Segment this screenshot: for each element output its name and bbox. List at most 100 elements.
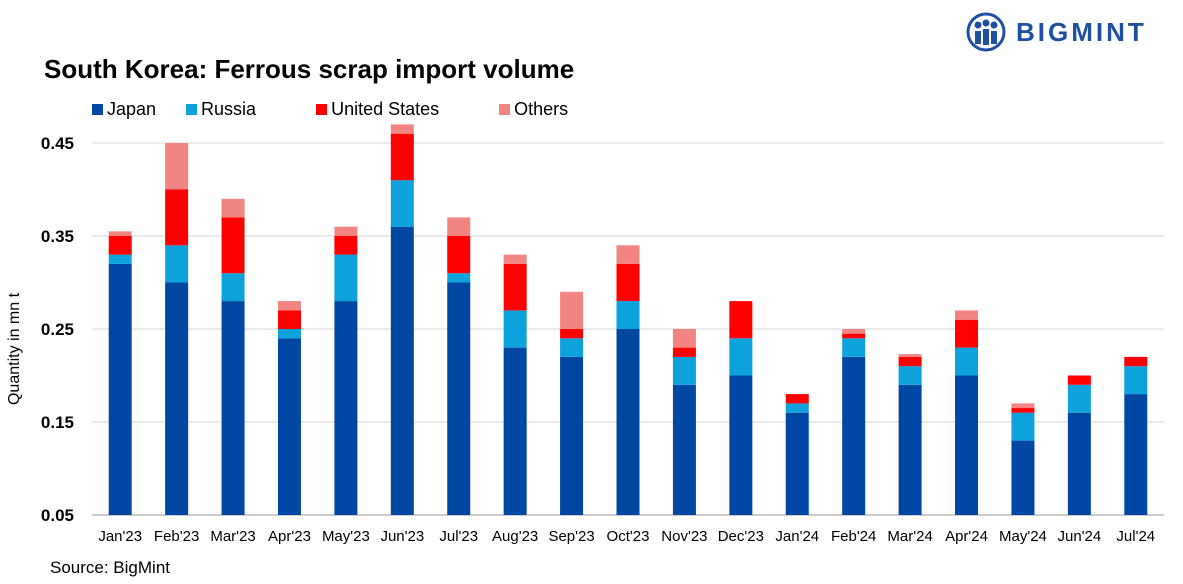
bar-segment-russia	[955, 347, 979, 376]
legend-item-others: Others	[499, 99, 568, 120]
legend-item-russia: Russia	[186, 99, 256, 120]
bar-segment-united-states	[108, 236, 132, 255]
bar-segment-russia	[616, 301, 640, 329]
x-tick-label: Oct'23	[607, 528, 650, 545]
bar-segment-united-states	[165, 189, 189, 246]
bar-segment-united-states	[955, 319, 979, 348]
bar-segment-united-states	[1011, 408, 1035, 413]
x-tick-label: Jan'23	[98, 528, 142, 545]
bar-segment-united-states	[277, 310, 301, 329]
bar-segment-russia	[672, 356, 696, 385]
bar-segment-united-states	[390, 133, 414, 181]
x-tick-label: Jan'24	[775, 528, 819, 545]
brand-name: BIGMINT	[1016, 16, 1147, 47]
bar-segment-united-states	[560, 329, 584, 339]
bar-segment-russia	[334, 254, 358, 302]
bar-segment-japan	[616, 329, 640, 515]
source-note: Source: BigMint	[50, 558, 170, 577]
bar-segment-japan	[334, 301, 358, 515]
chart-title: South Korea: Ferrous scrap import volume	[44, 54, 575, 84]
bar-segment-united-states	[672, 347, 696, 357]
y-tick-label: 0.35	[41, 227, 74, 246]
bar-segment-united-states	[447, 236, 471, 274]
y-tick-label: 0.25	[41, 320, 74, 339]
bar-segment-japan	[955, 375, 979, 515]
bigmint-people-icon	[966, 12, 1006, 52]
bar-segment-japan	[165, 282, 189, 515]
bar-segment-japan	[503, 347, 527, 515]
bar-segment-japan	[1124, 394, 1148, 515]
bar-segment-russia	[165, 245, 189, 283]
bar-segment-others	[277, 301, 301, 311]
bar-segment-russia	[108, 254, 132, 264]
bar-segment-others	[503, 254, 527, 264]
bar-segment-russia	[503, 310, 527, 348]
x-tick-label: Feb'24	[831, 528, 876, 545]
bar-segment-united-states	[1124, 356, 1148, 367]
legend-label: United States	[331, 98, 440, 119]
bar-segment-russia	[221, 273, 245, 302]
legend-swatch	[186, 103, 198, 115]
legend-item-japan: Japan	[92, 99, 156, 120]
bar-segment-others	[165, 143, 189, 190]
bar-segment-russia	[842, 338, 866, 357]
bar-segment-japan	[785, 412, 809, 515]
y-axis-title: Quantity in mn t	[6, 292, 23, 405]
x-tick-label: Mar'24	[887, 528, 932, 545]
legend-swatch	[316, 103, 328, 115]
bar-segment-united-states	[503, 263, 527, 311]
legend-label: Others	[514, 98, 569, 119]
bar-segment-others	[334, 226, 358, 236]
bar-segment-united-states	[1067, 375, 1091, 385]
bar-segment-united-states	[616, 263, 640, 302]
bar-segment-others	[1011, 403, 1035, 409]
x-tick-label: Feb'23	[154, 528, 199, 545]
bar-segment-others	[560, 291, 584, 329]
x-tick-label: Apr'24	[945, 528, 988, 545]
bar-segment-japan	[1011, 440, 1035, 515]
legend-label: Japan	[107, 98, 157, 119]
bar-segment-others	[672, 329, 696, 348]
bar-segment-russia	[1124, 366, 1148, 395]
x-tick-label: Sep'23	[548, 528, 594, 545]
y-tick-label: 0.15	[41, 413, 74, 432]
x-tick-label: Jun'24	[1058, 528, 1102, 545]
bar-segment-others	[390, 124, 414, 134]
chart-legend: Japan Russia United States Others	[92, 98, 568, 120]
bar-segment-japan	[447, 282, 471, 515]
x-tick-label: Mar'23	[210, 528, 255, 545]
x-tick-label: Apr'23	[268, 528, 311, 545]
bar-segment-others	[898, 354, 922, 357]
bar-segment-russia	[1067, 384, 1091, 413]
bar-segment-united-states	[334, 236, 358, 255]
x-tick-label: Dec'23	[718, 528, 764, 545]
bar-segment-russia	[729, 338, 753, 376]
bar-segment-japan	[108, 263, 132, 515]
legend-item-united-states: United States	[316, 99, 439, 120]
x-tick-label: May'23	[322, 528, 370, 545]
bar-segment-others	[108, 231, 132, 236]
bar-segment-japan	[277, 338, 301, 515]
bar-segment-others	[221, 198, 245, 218]
bar-segment-japan	[898, 384, 922, 515]
bar-segment-others	[842, 329, 866, 334]
bar-segment-japan	[390, 226, 414, 515]
bar-segment-united-states	[221, 217, 245, 274]
x-tick-label: Jul'24	[1116, 528, 1155, 545]
bar-segment-united-states	[842, 333, 866, 339]
bar-segment-russia	[560, 338, 584, 357]
x-tick-label: May'24	[999, 528, 1047, 545]
bar-segment-japan	[560, 356, 584, 515]
brand-logo: BIGMINT	[966, 10, 1176, 54]
x-tick-label: Aug'23	[492, 528, 538, 545]
y-tick-label: 0.05	[41, 506, 74, 525]
bar-segment-russia	[1011, 412, 1035, 441]
bar-segment-japan	[672, 384, 696, 515]
bar-segment-others	[955, 310, 979, 320]
bar-segment-russia	[785, 403, 809, 413]
bar-segment-japan	[729, 375, 753, 515]
bar-segment-united-states	[785, 394, 809, 404]
y-tick-label: 0.45	[41, 134, 74, 153]
bar-segment-others	[447, 217, 471, 236]
